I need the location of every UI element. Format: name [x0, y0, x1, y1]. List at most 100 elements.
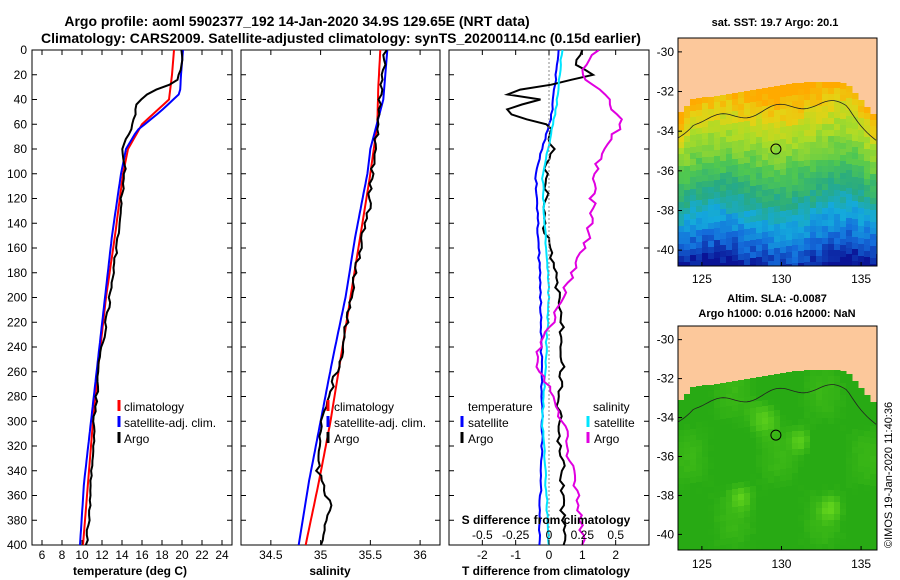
map-cell: [768, 177, 775, 184]
map-cell: [792, 455, 799, 462]
map-cell: [852, 165, 859, 172]
map-cell: [786, 204, 793, 211]
map-cell: [702, 439, 709, 446]
map-cell: [690, 171, 697, 178]
map-cell: [708, 451, 715, 458]
map-cell: [804, 448, 811, 455]
map-cell: [822, 88, 829, 95]
map-cell: [738, 422, 745, 429]
map-cell: [852, 465, 859, 472]
map-cell: [798, 263, 805, 266]
map-cell: [822, 508, 829, 515]
map-cell: [702, 427, 709, 434]
map-cell: [846, 176, 853, 183]
map-cell: [756, 407, 763, 414]
map-cell: [702, 547, 709, 550]
map-cell: [816, 478, 823, 485]
map-cell: [762, 208, 769, 215]
map-cell: [738, 536, 745, 543]
map-cell: [774, 452, 781, 459]
map-cell: [840, 467, 847, 474]
map-cell: [816, 376, 823, 383]
map-cell: [798, 95, 805, 102]
map-cell: [678, 532, 685, 539]
map-cell: [864, 113, 871, 120]
map-cell: [750, 456, 757, 463]
map-cell: [840, 443, 847, 450]
map-cell: [702, 421, 709, 428]
map-cell: [720, 137, 727, 144]
map-cell: [858, 256, 865, 263]
map-cell: [678, 400, 685, 407]
map-cell: [684, 466, 691, 473]
map-cell: [774, 86, 781, 93]
map-cell: [720, 107, 727, 114]
map-cell: [792, 383, 799, 390]
map-cell: [828, 514, 835, 521]
map-cell: [732, 387, 739, 394]
map-cell: [828, 202, 835, 209]
map-cell: [870, 204, 877, 211]
map-cell: [696, 524, 703, 531]
map-cell: [864, 491, 871, 498]
map-cell: [852, 93, 859, 100]
map-cell: [726, 118, 733, 125]
map-cell: [708, 523, 715, 530]
map-cell: [678, 448, 685, 455]
map-cell: [792, 95, 799, 102]
map-cell: [708, 403, 715, 410]
map-cell: [858, 514, 865, 521]
map-cell: [732, 453, 739, 460]
map-cell: [690, 153, 697, 160]
map-cell: [726, 226, 733, 233]
map-cell: [702, 115, 709, 122]
map-cell: [702, 229, 709, 236]
map-cell: [786, 486, 793, 493]
map-cell: [786, 492, 793, 499]
map-cell: [684, 514, 691, 521]
map-cell: [726, 394, 733, 401]
map-cell: [702, 259, 709, 266]
map-cell: [690, 195, 697, 202]
map-cell: [834, 184, 841, 191]
map-cell: [768, 261, 775, 266]
map-cell: [822, 226, 829, 233]
map-cell: [822, 196, 829, 203]
x2-tick-label: 0: [546, 528, 553, 542]
x-tick-label: 18: [155, 548, 169, 562]
map-cell: [804, 148, 811, 155]
map-cell: [846, 248, 853, 255]
map-cell: [798, 449, 805, 456]
map-cell: [840, 407, 847, 414]
series-line-satellite-adj-clim-: [297, 50, 389, 545]
map-cell: [792, 119, 799, 126]
map-cell: [708, 187, 715, 194]
map-cell: [708, 181, 715, 188]
map-cell: [744, 151, 751, 158]
map-cell: [822, 502, 829, 509]
map-cell: [780, 403, 787, 410]
map-cell: [684, 472, 691, 479]
map-cell: [696, 482, 703, 489]
map-cell: [714, 420, 721, 427]
map-cell: [834, 520, 841, 527]
map-cell: [774, 212, 781, 219]
map-cell: [714, 186, 721, 193]
map-cell: [762, 196, 769, 203]
map-cell: [708, 175, 715, 182]
map-cell: [738, 260, 745, 266]
map-cell: [774, 434, 781, 441]
map-cell: [684, 214, 691, 221]
map-cell: [804, 208, 811, 215]
map-cell: [750, 258, 757, 265]
map-cell: [762, 220, 769, 227]
map-cell: [828, 544, 835, 550]
map-cell: [750, 462, 757, 469]
map-cell: [774, 230, 781, 237]
map-cell: [864, 407, 871, 414]
title-line-2: Climatology: CARS2009. Satellite-adjuste…: [41, 30, 641, 46]
map-cell: [744, 505, 751, 512]
map-cell: [714, 150, 721, 157]
map-cell: [870, 420, 877, 427]
map-cell: [858, 196, 865, 203]
